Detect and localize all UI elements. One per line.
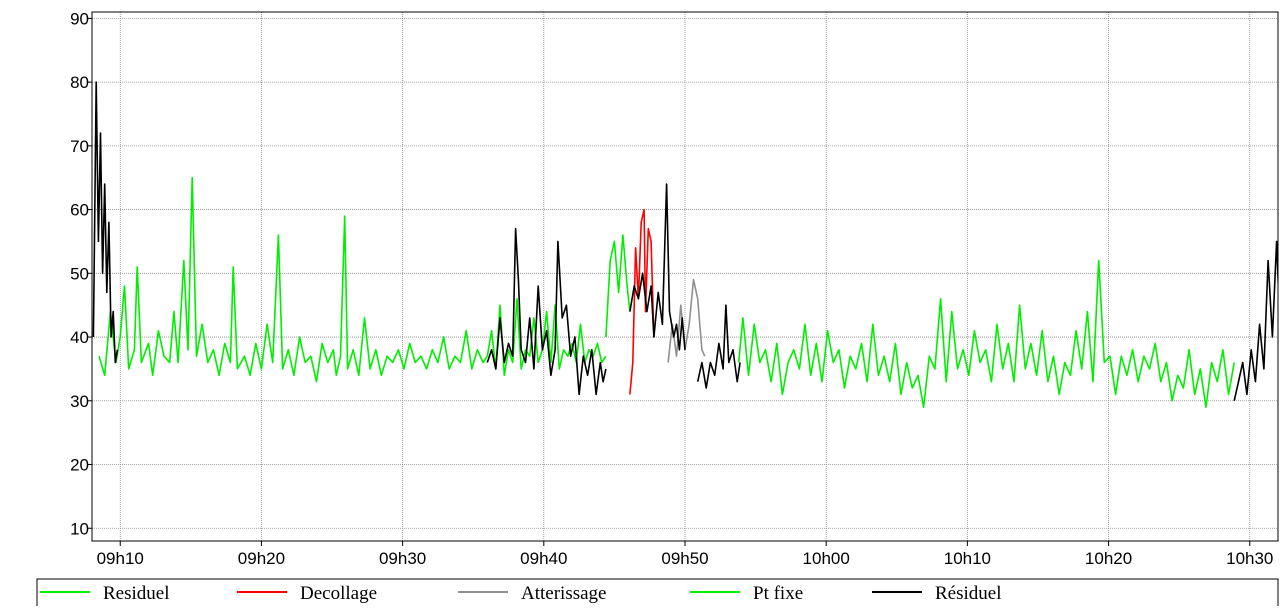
series-5 <box>92 81 1278 401</box>
series-line <box>629 183 686 351</box>
x-tick-label: 09h20 <box>238 549 285 568</box>
tick-label-layer: 09h10 09h20 09h30 09h40 09h50 10h00 10h10 10h20… <box>70 9 1273 568</box>
x-tick-label: 09h30 <box>379 549 426 568</box>
series-line <box>629 208 655 395</box>
x-tick-label: 09h40 <box>520 549 567 568</box>
legend-label: Pt fixe <box>753 583 803 604</box>
y-tick-label: 40 <box>70 328 89 347</box>
series-2 <box>629 208 655 395</box>
legend-label: Decollage <box>300 583 377 604</box>
legend-label: Résiduel <box>935 583 1002 604</box>
series-line <box>667 278 706 363</box>
series-line <box>605 234 631 338</box>
series-line <box>696 304 741 389</box>
series-line <box>737 259 1235 408</box>
series-line <box>92 81 119 364</box>
series-line <box>1233 240 1278 401</box>
grid-layer <box>92 12 1278 541</box>
y-tick-label: 60 <box>70 201 89 220</box>
axis-layer <box>87 11 1279 546</box>
y-tick-label: 10 <box>70 519 89 538</box>
x-tick-label: 10h30 <box>1226 549 1273 568</box>
legend-label: Atterissage <box>521 583 606 604</box>
legend-label: Residuel <box>103 583 170 604</box>
y-tick-label: 30 <box>70 392 89 411</box>
x-tick-label: 10h10 <box>944 549 991 568</box>
series-3 <box>667 278 706 363</box>
y-tick-label: 90 <box>70 9 89 28</box>
y-tick-label: 50 <box>70 264 89 283</box>
x-tick-label: 10h20 <box>1085 549 1132 568</box>
y-tick-label: 20 <box>70 456 89 475</box>
series-line <box>486 298 607 377</box>
x-tick-label: 10h00 <box>803 549 850 568</box>
y-tick-label: 80 <box>70 73 89 92</box>
chart-legend: Residuel Decollage Atterissage Pt fixe Résid… <box>36 578 1279 611</box>
series-1 <box>98 176 631 383</box>
series-4 <box>737 259 1235 408</box>
x-tick-label: 09h10 <box>97 549 144 568</box>
series-line <box>98 176 488 383</box>
series-layer <box>92 81 1278 408</box>
x-tick-label: 09h50 <box>661 549 708 568</box>
y-tick-label: 70 <box>70 137 89 156</box>
series-line <box>486 227 607 396</box>
legend-frame <box>36 578 1279 611</box>
